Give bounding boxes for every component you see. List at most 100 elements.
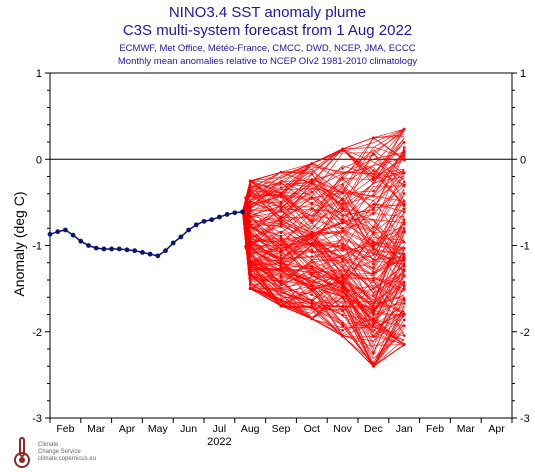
forecast-member-point	[402, 288, 406, 291]
observed-point	[124, 247, 130, 253]
y-tick-label-left: 1	[36, 68, 42, 80]
forecast-member-point	[372, 189, 375, 193]
x-tick-label: Nov	[333, 423, 352, 435]
forecast-member-point	[248, 200, 252, 204]
forecast-member-point	[402, 252, 406, 256]
forecast-member-line	[242, 211, 405, 284]
observed-point	[86, 243, 91, 248]
forecast-fan-point	[246, 211, 250, 216]
forecast-member-point	[402, 154, 406, 157]
forecast-member-point	[402, 221, 406, 224]
forecast-member-point	[341, 309, 344, 312]
forecast-member-point	[341, 278, 344, 281]
forecast-member-point	[248, 205, 252, 209]
observed-point	[209, 217, 215, 223]
forecast-member-point	[402, 218, 406, 221]
forecast-member-point	[372, 311, 375, 315]
observed-point	[55, 229, 61, 235]
forecast-member-point	[279, 304, 283, 308]
forecast-member-point	[402, 200, 406, 203]
forecast-member-line	[242, 128, 405, 212]
forecast-member-point	[279, 273, 283, 277]
y-tick-label-right: 1	[520, 68, 526, 80]
forecast-member-point	[372, 313, 375, 317]
forecast-member-point	[279, 231, 283, 235]
x-tick-label: Mar	[457, 423, 476, 435]
forecast-member-point	[279, 208, 283, 212]
forecast-member-point	[279, 186, 283, 189]
y-tick-label-left: -3	[32, 413, 42, 425]
observed-series	[47, 209, 245, 259]
forecast-fan-point	[246, 217, 251, 222]
observed-point	[178, 234, 184, 240]
forecast-member-point	[310, 207, 314, 211]
forecast-member-point	[279, 248, 283, 252]
observed-point	[232, 210, 238, 216]
forecast-member-point	[310, 288, 314, 292]
forecast-member-point	[402, 207, 406, 211]
forecast-member-point	[341, 305, 344, 309]
forecast-member-point	[402, 334, 406, 337]
forecast-member-point	[402, 146, 406, 149]
forecast-fan-point	[246, 235, 251, 239]
y-tick-label-left: 0	[36, 154, 42, 166]
systems-list: ECMWF, Met Office, Météo-France, CMCC, D…	[119, 43, 416, 54]
forecast-member-point	[341, 220, 344, 224]
forecast-member-point	[372, 277, 375, 280]
observed-point	[186, 227, 192, 233]
observed-point	[116, 246, 122, 252]
copernicus-logo	[14, 437, 30, 468]
observed-point	[109, 246, 114, 252]
logo-text: Climate Change Service climate.copernicu…	[38, 442, 96, 463]
forecast-member-point	[372, 211, 375, 215]
forecast-member-point	[341, 229, 344, 232]
observed-point	[63, 227, 68, 233]
forecast-member-point	[372, 364, 375, 368]
forecast-member-point	[310, 250, 314, 254]
forecast-fan-point	[246, 232, 251, 237]
forecast-member-point	[341, 329, 344, 332]
forecast-member-line	[242, 191, 405, 245]
forecast-member-point	[279, 287, 283, 290]
forecast-member-point	[310, 293, 314, 296]
observed-point	[101, 246, 107, 252]
forecast-member-point	[341, 199, 344, 202]
logo-line-2: Change Service	[38, 449, 81, 455]
forecast-member-point	[372, 230, 375, 234]
forecast-member-line	[242, 211, 405, 342]
observed-point	[132, 248, 138, 254]
x-tick-label: Oct	[304, 423, 320, 435]
forecast-fan-point	[246, 229, 251, 234]
forecast-member-point	[402, 274, 406, 277]
x-tick-label: Feb	[426, 423, 444, 435]
chart-subtitle: C3S multi-system forecast from 1 Aug 202…	[122, 22, 413, 39]
forecast-member-point	[372, 208, 375, 212]
x-tick-label: May	[148, 423, 169, 435]
forecast-member-point	[402, 318, 406, 322]
forecast-member-point	[310, 180, 314, 184]
forecast-member-line	[242, 166, 405, 221]
forecast-plume	[242, 127, 406, 368]
forecast-member-line	[242, 138, 405, 212]
forecast-member-point	[402, 149, 406, 152]
x-tick-label: Jul	[213, 423, 226, 435]
forecast-member-point	[341, 324, 344, 327]
forecast-member-point	[402, 184, 406, 188]
forecast-member-point	[341, 243, 344, 246]
forecast-member-line	[242, 188, 405, 232]
y-tick-label-right: 0	[520, 154, 526, 166]
forecast-member-point	[310, 202, 314, 206]
forecast-member-point	[372, 258, 375, 261]
forecast-member-point	[402, 343, 406, 346]
forecast-member-line	[242, 192, 405, 264]
forecast-member-line	[242, 168, 405, 224]
x-tick-label: Sep	[272, 423, 291, 435]
forecast-member-point	[310, 284, 314, 287]
forecast-member-point	[372, 323, 375, 327]
forecast-member-line	[242, 176, 405, 222]
observed-point	[140, 250, 145, 255]
forecast-member-point	[310, 220, 314, 223]
forecast-fan-point	[246, 214, 251, 219]
forecast-member-point	[310, 264, 314, 268]
